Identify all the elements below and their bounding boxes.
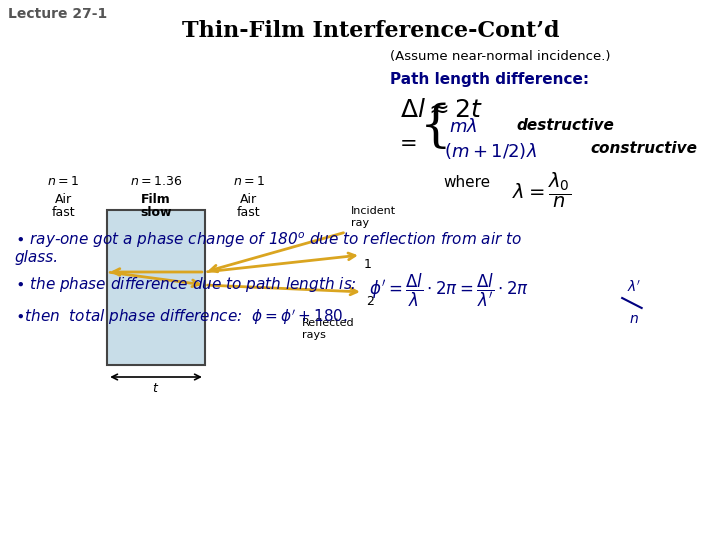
Text: constructive: constructive: [590, 141, 697, 156]
Text: Air: Air: [240, 193, 257, 206]
Text: Lecture 27-1: Lecture 27-1: [8, 7, 107, 21]
Text: where: where: [444, 175, 491, 190]
Text: $n=1$: $n=1$: [48, 175, 79, 188]
Text: fast: fast: [237, 206, 261, 219]
Text: Reflected
rays: Reflected rays: [302, 318, 355, 340]
Text: Air: Air: [55, 193, 72, 206]
Text: Incident
ray: Incident ray: [351, 206, 396, 228]
Text: {: {: [419, 102, 451, 152]
Text: $m\lambda$: $m\lambda$: [449, 118, 477, 136]
Text: $=$: $=$: [395, 132, 416, 152]
Polygon shape: [107, 210, 204, 365]
Text: $n=1.36$: $n=1.36$: [130, 175, 182, 188]
Text: (Assume near-normal incidence.): (Assume near-normal incidence.): [390, 50, 611, 63]
Text: Thin-Film Interference-Cont’d: Thin-Film Interference-Cont’d: [182, 20, 559, 42]
Text: Path length difference:: Path length difference:: [390, 72, 589, 87]
Text: $\lambda = \dfrac{\lambda_0}{n}$: $\lambda = \dfrac{\lambda_0}{n}$: [512, 171, 571, 211]
Text: glass.: glass.: [14, 250, 59, 265]
Text: $\Delta l \approx 2t$: $\Delta l \approx 2t$: [400, 98, 483, 122]
Text: slow: slow: [140, 206, 172, 219]
Text: $\lambda'$: $\lambda'$: [626, 280, 641, 295]
Text: $(m+1/2)\lambda$: $(m+1/2)\lambda$: [444, 141, 536, 161]
Text: $\bullet$ ray-one got a phase change of 180$^o$ due to reflection from air to: $\bullet$ ray-one got a phase change of …: [14, 230, 522, 249]
Text: $\bullet$ the phase difference due to path length is:: $\bullet$ the phase difference due to pa…: [14, 275, 356, 294]
Text: fast: fast: [52, 206, 75, 219]
Text: 2: 2: [366, 295, 374, 308]
Text: Film: Film: [141, 193, 171, 206]
Text: $n$: $n$: [629, 312, 639, 326]
Text: $\phi'=\dfrac{\Delta l}{\lambda}\cdot 2\pi = \dfrac{\Delta l}{\lambda'}\cdot 2\p: $\phi'=\dfrac{\Delta l}{\lambda}\cdot 2\…: [369, 272, 528, 309]
Text: $\bullet$then  total phase difference:  $\phi = \phi'+180.$: $\bullet$then total phase difference: $\…: [14, 307, 348, 327]
Text: destructive: destructive: [517, 118, 615, 133]
Text: $n=1$: $n=1$: [233, 175, 265, 188]
Text: $t$: $t$: [153, 382, 160, 395]
Text: 1: 1: [364, 258, 372, 271]
